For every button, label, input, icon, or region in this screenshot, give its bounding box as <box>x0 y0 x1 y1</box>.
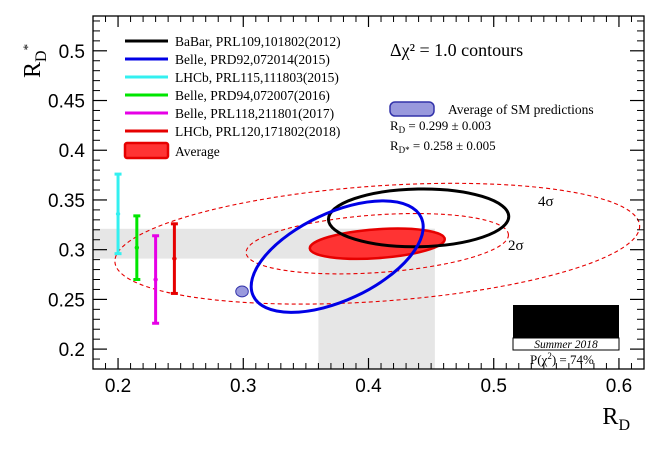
legend-label: LHCb, PRL115,111803(2015) <box>175 70 339 85</box>
measurement-point-5 <box>172 256 177 261</box>
legend-label: BaBar, PRL109,101802(2012) <box>175 34 341 49</box>
measurement-layer <box>114 172 511 325</box>
y-tick-label: 0.4 <box>59 141 86 162</box>
x-tick-label: 0.4 <box>355 376 382 397</box>
y-axis-title-sub: D <box>33 50 50 62</box>
y-tick-label: 0.2 <box>59 340 85 361</box>
x-tick-label: 0.2 <box>105 376 131 397</box>
p-value-exponent: 2 <box>547 351 552 361</box>
hflav-logo-text: HFLAV <box>531 310 602 335</box>
hflav-logo <box>513 305 619 338</box>
hflav-season: Summer 2018 <box>534 339 598 351</box>
measurement-point-2 <box>115 211 121 217</box>
sm-value-symbol: R <box>390 118 399 133</box>
sigma-label-4: 4σ <box>538 194 554 210</box>
annotations: Δχ² = 1.0 contours Average of SM predicti… <box>389 40 620 367</box>
sigma-contour-5 <box>114 182 641 305</box>
y-tick-label: 0.35 <box>48 191 85 212</box>
x-tick-label: 0.3 <box>230 376 256 397</box>
x-axis: 0.2 0.3 0.4 0.5 0.6 <box>105 16 632 397</box>
y-axis: 0.2 0.25 0.3 0.35 0.4 0.45 0.5 <box>48 20 644 361</box>
y-axis-title-sup: * <box>20 44 35 51</box>
sm-value-subscript: D <box>399 125 406 135</box>
sm-legend-swatch <box>389 101 435 117</box>
x-tick-label: 0.6 <box>606 376 632 397</box>
sigma-contour-2 <box>245 212 509 275</box>
measurement-point-3 <box>134 245 140 250</box>
x-axis-title-sub: D <box>618 417 630 434</box>
legend-label-average: Average <box>175 144 220 159</box>
hflav-season-box <box>512 337 620 351</box>
measurement-ellipse-0 <box>326 187 511 249</box>
legend-label: LHCb, PRL120,171802(2018) <box>175 124 340 139</box>
measurement-point-4 <box>153 277 158 282</box>
y-tick-label: 0.5 <box>59 42 85 63</box>
sm-legend-label: Average of SM predictions <box>448 102 594 117</box>
measurement-ellipse-1 <box>249 199 425 314</box>
x-axis-title: RD <box>602 404 630 434</box>
legend-swatch-average <box>123 141 170 160</box>
y-axis-title: RD* <box>20 44 50 78</box>
sm-value-symbol: R <box>390 138 399 153</box>
sm-value-number: = 0.299 ± 0.003 <box>405 118 491 133</box>
contour-title: Δχ² = 1.0 contours <box>390 40 523 60</box>
y-tick-label: 0.3 <box>59 241 85 262</box>
p-value: P(χ2) = 74% <box>530 351 594 367</box>
sm-value-subscript: D* <box>399 145 410 155</box>
y-axis-title-main: R <box>20 62 46 78</box>
sm-layer <box>235 285 249 298</box>
y-tick-label: 0.25 <box>48 290 85 311</box>
legend-label: Belle, PRL118,211801(2017) <box>175 106 334 121</box>
sm-value-1: RD* = 0.258 ± 0.005 <box>390 138 496 155</box>
x-tick-label: 0.5 <box>481 376 507 397</box>
sm-value-number: = 0.258 ± 0.005 <box>410 138 496 153</box>
legend: BaBar, PRL109,101802(2012) Belle, PRD92,0… <box>123 34 341 160</box>
x-axis-title-main: R <box>602 404 618 430</box>
sigma-contours <box>114 182 641 305</box>
legend-label: Belle, PRD94,072007(2016) <box>175 88 330 103</box>
sm-value-0: RD = 0.299 ± 0.003 <box>390 118 491 135</box>
legend-label: Belle, PRD92,072014(2015) <box>175 52 330 67</box>
p-value-suffix: ) = 74% <box>552 352 594 367</box>
y-tick-label: 0.45 <box>48 92 85 113</box>
sigma-label-2: 2σ <box>508 238 524 254</box>
p-value-prefix: P(χ <box>530 352 548 367</box>
sm-average-marker <box>235 285 249 298</box>
